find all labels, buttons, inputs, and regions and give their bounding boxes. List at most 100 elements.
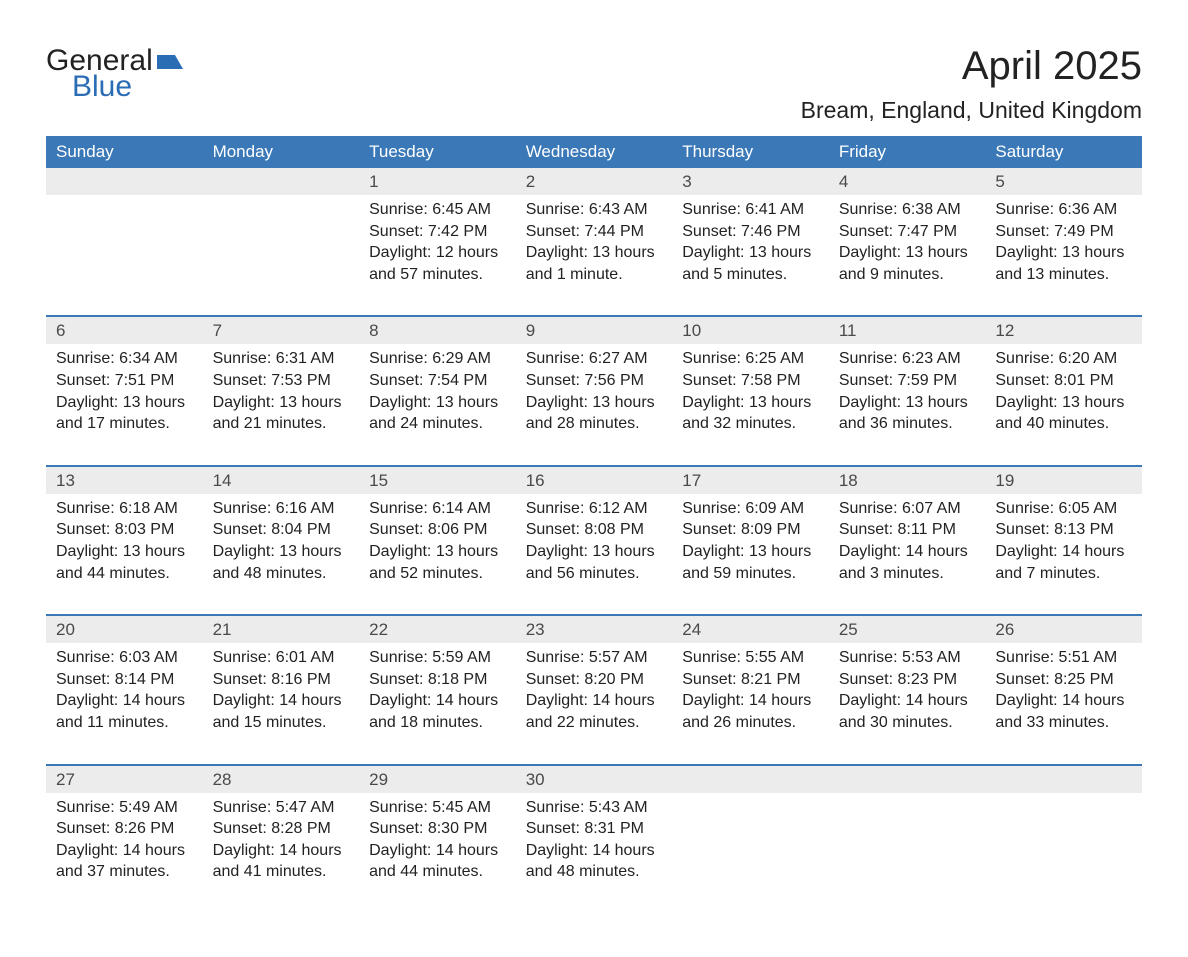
day-details: Sunrise: 6:12 AMSunset: 8:08 PMDaylight:… bbox=[516, 494, 673, 614]
calendar-week: 13Sunrise: 6:18 AMSunset: 8:03 PMDayligh… bbox=[46, 466, 1142, 615]
day-details: Sunrise: 6:20 AMSunset: 8:01 PMDaylight:… bbox=[985, 344, 1142, 464]
day-details: Sunrise: 5:59 AMSunset: 8:18 PMDaylight:… bbox=[359, 643, 516, 763]
day-details: Sunrise: 5:55 AMSunset: 8:21 PMDaylight:… bbox=[672, 643, 829, 763]
location-subtitle: Bream, England, United Kingdom bbox=[801, 97, 1142, 124]
day-details: Sunrise: 6:03 AMSunset: 8:14 PMDaylight:… bbox=[46, 643, 203, 763]
title-block: April 2025 Bream, England, United Kingdo… bbox=[801, 44, 1142, 124]
calendar-cell: 27Sunrise: 5:49 AMSunset: 8:26 PMDayligh… bbox=[46, 765, 203, 913]
calendar-cell: 25Sunrise: 5:53 AMSunset: 8:23 PMDayligh… bbox=[829, 615, 986, 764]
day-number: 22 bbox=[359, 616, 516, 643]
calendar-cell: 24Sunrise: 5:55 AMSunset: 8:21 PMDayligh… bbox=[672, 615, 829, 764]
calendar-table: SundayMondayTuesdayWednesdayThursdayFrid… bbox=[46, 136, 1142, 913]
day-number: 15 bbox=[359, 467, 516, 494]
day-details: Sunrise: 6:34 AMSunset: 7:51 PMDaylight:… bbox=[46, 344, 203, 464]
calendar-cell: 16Sunrise: 6:12 AMSunset: 8:08 PMDayligh… bbox=[516, 466, 673, 615]
calendar-cell bbox=[672, 765, 829, 913]
day-details: Sunrise: 6:18 AMSunset: 8:03 PMDaylight:… bbox=[46, 494, 203, 614]
day-number: 18 bbox=[829, 467, 986, 494]
day-number bbox=[672, 766, 829, 793]
calendar-cell: 21Sunrise: 6:01 AMSunset: 8:16 PMDayligh… bbox=[203, 615, 360, 764]
day-details: Sunrise: 6:23 AMSunset: 7:59 PMDaylight:… bbox=[829, 344, 986, 464]
calendar-cell: 28Sunrise: 5:47 AMSunset: 8:28 PMDayligh… bbox=[203, 765, 360, 913]
day-details: Sunrise: 5:43 AMSunset: 8:31 PMDaylight:… bbox=[516, 793, 673, 913]
calendar-cell: 14Sunrise: 6:16 AMSunset: 8:04 PMDayligh… bbox=[203, 466, 360, 615]
logo-text-sub: Blue bbox=[46, 70, 183, 104]
logo: General Blue bbox=[46, 44, 183, 104]
day-number: 30 bbox=[516, 766, 673, 793]
day-header: Saturday bbox=[985, 136, 1142, 168]
day-details bbox=[829, 793, 986, 903]
topbar: General Blue April 2025 Bream, England, … bbox=[46, 44, 1142, 124]
calendar-week: 20Sunrise: 6:03 AMSunset: 8:14 PMDayligh… bbox=[46, 615, 1142, 764]
day-details: Sunrise: 5:57 AMSunset: 8:20 PMDaylight:… bbox=[516, 643, 673, 763]
day-number: 24 bbox=[672, 616, 829, 643]
day-number: 12 bbox=[985, 317, 1142, 344]
calendar-week: 27Sunrise: 5:49 AMSunset: 8:26 PMDayligh… bbox=[46, 765, 1142, 913]
day-details: Sunrise: 6:29 AMSunset: 7:54 PMDaylight:… bbox=[359, 344, 516, 464]
day-header: Sunday bbox=[46, 136, 203, 168]
day-details: Sunrise: 6:45 AMSunset: 7:42 PMDaylight:… bbox=[359, 195, 516, 315]
calendar-week: 6Sunrise: 6:34 AMSunset: 7:51 PMDaylight… bbox=[46, 316, 1142, 465]
day-details: Sunrise: 6:07 AMSunset: 8:11 PMDaylight:… bbox=[829, 494, 986, 614]
calendar-cell: 6Sunrise: 6:34 AMSunset: 7:51 PMDaylight… bbox=[46, 316, 203, 465]
day-details: Sunrise: 6:25 AMSunset: 7:58 PMDaylight:… bbox=[672, 344, 829, 464]
day-details: Sunrise: 6:36 AMSunset: 7:49 PMDaylight:… bbox=[985, 195, 1142, 315]
day-number: 9 bbox=[516, 317, 673, 344]
day-number: 10 bbox=[672, 317, 829, 344]
day-details: Sunrise: 6:27 AMSunset: 7:56 PMDaylight:… bbox=[516, 344, 673, 464]
day-number: 2 bbox=[516, 168, 673, 195]
day-details: Sunrise: 6:16 AMSunset: 8:04 PMDaylight:… bbox=[203, 494, 360, 614]
day-details: Sunrise: 6:05 AMSunset: 8:13 PMDaylight:… bbox=[985, 494, 1142, 614]
day-header: Tuesday bbox=[359, 136, 516, 168]
calendar-cell: 10Sunrise: 6:25 AMSunset: 7:58 PMDayligh… bbox=[672, 316, 829, 465]
day-number: 14 bbox=[203, 467, 360, 494]
calendar-cell: 22Sunrise: 5:59 AMSunset: 8:18 PMDayligh… bbox=[359, 615, 516, 764]
day-header: Monday bbox=[203, 136, 360, 168]
day-number: 23 bbox=[516, 616, 673, 643]
day-details: Sunrise: 6:14 AMSunset: 8:06 PMDaylight:… bbox=[359, 494, 516, 614]
day-details: Sunrise: 6:38 AMSunset: 7:47 PMDaylight:… bbox=[829, 195, 986, 315]
day-number: 19 bbox=[985, 467, 1142, 494]
day-details: Sunrise: 5:51 AMSunset: 8:25 PMDaylight:… bbox=[985, 643, 1142, 763]
calendar-cell: 1Sunrise: 6:45 AMSunset: 7:42 PMDaylight… bbox=[359, 168, 516, 316]
day-number bbox=[829, 766, 986, 793]
day-header: Thursday bbox=[672, 136, 829, 168]
day-number: 7 bbox=[203, 317, 360, 344]
day-number: 29 bbox=[359, 766, 516, 793]
day-number: 17 bbox=[672, 467, 829, 494]
day-details: Sunrise: 6:43 AMSunset: 7:44 PMDaylight:… bbox=[516, 195, 673, 315]
day-number: 25 bbox=[829, 616, 986, 643]
calendar-cell: 12Sunrise: 6:20 AMSunset: 8:01 PMDayligh… bbox=[985, 316, 1142, 465]
day-details bbox=[203, 195, 360, 305]
day-number bbox=[985, 766, 1142, 793]
calendar-cell: 18Sunrise: 6:07 AMSunset: 8:11 PMDayligh… bbox=[829, 466, 986, 615]
day-number: 26 bbox=[985, 616, 1142, 643]
calendar-cell: 15Sunrise: 6:14 AMSunset: 8:06 PMDayligh… bbox=[359, 466, 516, 615]
calendar-week: 1Sunrise: 6:45 AMSunset: 7:42 PMDaylight… bbox=[46, 168, 1142, 316]
day-details bbox=[985, 793, 1142, 903]
calendar-cell: 17Sunrise: 6:09 AMSunset: 8:09 PMDayligh… bbox=[672, 466, 829, 615]
day-number bbox=[46, 168, 203, 195]
calendar-cell: 7Sunrise: 6:31 AMSunset: 7:53 PMDaylight… bbox=[203, 316, 360, 465]
day-number bbox=[203, 168, 360, 195]
day-details: Sunrise: 5:49 AMSunset: 8:26 PMDaylight:… bbox=[46, 793, 203, 913]
page-title: April 2025 bbox=[801, 44, 1142, 89]
day-number: 4 bbox=[829, 168, 986, 195]
calendar-cell: 20Sunrise: 6:03 AMSunset: 8:14 PMDayligh… bbox=[46, 615, 203, 764]
calendar-header-row: SundayMondayTuesdayWednesdayThursdayFrid… bbox=[46, 136, 1142, 168]
day-number: 13 bbox=[46, 467, 203, 494]
day-details: Sunrise: 6:41 AMSunset: 7:46 PMDaylight:… bbox=[672, 195, 829, 315]
flag-icon bbox=[157, 51, 183, 71]
day-header: Wednesday bbox=[516, 136, 673, 168]
day-header: Friday bbox=[829, 136, 986, 168]
calendar-cell: 2Sunrise: 6:43 AMSunset: 7:44 PMDaylight… bbox=[516, 168, 673, 316]
calendar-cell: 9Sunrise: 6:27 AMSunset: 7:56 PMDaylight… bbox=[516, 316, 673, 465]
day-number: 11 bbox=[829, 317, 986, 344]
day-number: 5 bbox=[985, 168, 1142, 195]
calendar-cell bbox=[829, 765, 986, 913]
calendar-cell bbox=[203, 168, 360, 316]
calendar-cell: 11Sunrise: 6:23 AMSunset: 7:59 PMDayligh… bbox=[829, 316, 986, 465]
day-number: 28 bbox=[203, 766, 360, 793]
day-details: Sunrise: 6:01 AMSunset: 8:16 PMDaylight:… bbox=[203, 643, 360, 763]
day-number: 21 bbox=[203, 616, 360, 643]
